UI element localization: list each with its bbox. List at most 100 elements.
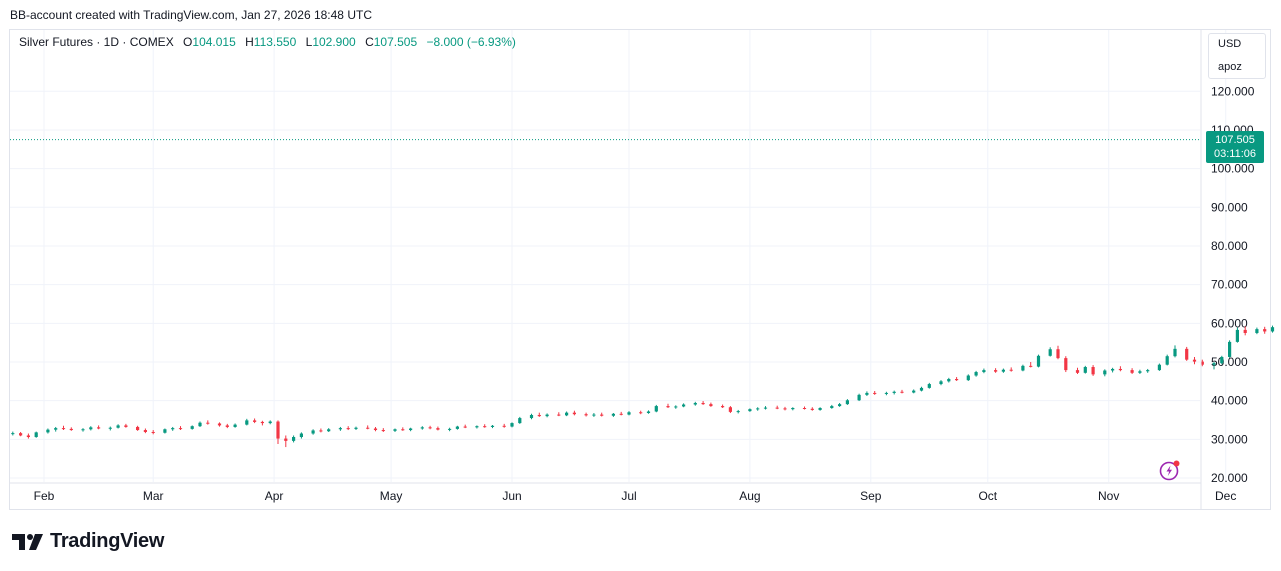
candle-body bbox=[830, 406, 834, 409]
grid-lines bbox=[10, 30, 1227, 482]
y-tick-label: 70.000 bbox=[1211, 278, 1248, 292]
candle-body bbox=[639, 412, 643, 414]
unit-label[interactable]: apoz bbox=[1218, 61, 1242, 73]
close-value: 107.505 bbox=[373, 35, 418, 49]
candle-body bbox=[428, 427, 432, 429]
candle-body bbox=[748, 409, 752, 412]
candle-body bbox=[1185, 348, 1189, 360]
candle-body bbox=[436, 428, 440, 430]
bar-countdown: 03:11:06 bbox=[1213, 148, 1256, 160]
candle-body bbox=[654, 406, 658, 412]
x-tick-label: Oct bbox=[978, 489, 997, 503]
candle-body bbox=[483, 426, 487, 428]
candle-body bbox=[1118, 368, 1122, 371]
high-label: H bbox=[245, 35, 254, 49]
candle-body bbox=[783, 408, 787, 410]
candle-body bbox=[206, 422, 210, 424]
tradingview-logo[interactable]: TradingView bbox=[12, 530, 164, 553]
candle-body bbox=[1200, 361, 1204, 365]
x-tick-label: Sep bbox=[860, 489, 882, 503]
candle-body bbox=[974, 372, 978, 376]
brand-name: TradingView bbox=[50, 530, 165, 552]
candle-body bbox=[1220, 356, 1224, 364]
x-tick-label: May bbox=[380, 489, 403, 503]
close-label: C bbox=[365, 35, 374, 49]
candle-body bbox=[939, 381, 943, 385]
candle-body bbox=[354, 427, 358, 429]
candle-body bbox=[502, 425, 506, 427]
candle-body bbox=[54, 428, 58, 430]
candle-body bbox=[1243, 329, 1247, 333]
candle-body bbox=[1192, 359, 1197, 362]
candle-body bbox=[409, 428, 413, 431]
candle-body bbox=[912, 390, 916, 393]
candle-body bbox=[1091, 367, 1095, 375]
candle-body bbox=[1263, 329, 1267, 332]
candle-body bbox=[163, 429, 167, 433]
candle-body bbox=[1165, 356, 1169, 365]
symbol-label[interactable]: Silver Futures · 1D · COMEX bbox=[19, 35, 174, 49]
candle-body bbox=[775, 407, 779, 409]
candle-body bbox=[838, 404, 842, 407]
candle-body bbox=[490, 425, 495, 427]
candle-body bbox=[845, 400, 849, 405]
candle-body bbox=[26, 435, 30, 438]
candle-body bbox=[1111, 368, 1115, 371]
candle-body bbox=[373, 428, 378, 431]
y-tick-label: 90.000 bbox=[1211, 200, 1248, 214]
open-label: O bbox=[183, 35, 193, 49]
candle-body bbox=[89, 427, 93, 430]
candle-body bbox=[268, 421, 272, 424]
candle-body bbox=[557, 414, 561, 416]
candle-body bbox=[728, 407, 732, 412]
candle-body bbox=[510, 423, 514, 427]
y-tick-label: 120.000 bbox=[1211, 84, 1255, 98]
currency-label[interactable]: USD bbox=[1218, 38, 1242, 50]
lightning-icon[interactable] bbox=[1159, 459, 1181, 481]
candle-body bbox=[420, 427, 424, 429]
chart-frame[interactable] bbox=[9, 29, 1271, 510]
candle-body bbox=[401, 429, 405, 431]
open-value: 104.015 bbox=[192, 35, 236, 49]
candle-body bbox=[475, 426, 479, 428]
candle-body bbox=[319, 430, 323, 432]
candle-body bbox=[865, 392, 869, 395]
x-tick-label: Feb bbox=[34, 489, 55, 503]
candle-body bbox=[217, 423, 222, 426]
candle-body bbox=[1064, 358, 1068, 371]
candle-body bbox=[994, 370, 998, 372]
watermark-header: BB-account created with TradingView.com,… bbox=[10, 8, 372, 22]
candle-body bbox=[1270, 327, 1275, 332]
candle-body bbox=[245, 420, 249, 425]
candle-body bbox=[284, 438, 288, 441]
candle-body bbox=[1021, 365, 1025, 371]
candle-body bbox=[116, 425, 120, 428]
candle-body bbox=[900, 391, 904, 393]
y-tick-label: 40.000 bbox=[1211, 394, 1248, 408]
candle-body bbox=[721, 406, 725, 408]
candle-body bbox=[299, 433, 303, 438]
candle-body bbox=[537, 414, 541, 417]
candle-body bbox=[518, 418, 522, 424]
candle-body bbox=[381, 430, 385, 432]
candle-body bbox=[592, 414, 596, 416]
candle-body bbox=[260, 421, 264, 424]
candle-body bbox=[1075, 370, 1080, 373]
candle-body bbox=[19, 433, 23, 436]
candle-body bbox=[198, 422, 202, 427]
candle-body bbox=[276, 421, 280, 439]
candle-body bbox=[600, 414, 604, 416]
candle-body bbox=[136, 426, 140, 431]
candle-body bbox=[982, 370, 986, 373]
candle-body bbox=[1036, 355, 1041, 367]
candle-body bbox=[818, 408, 822, 410]
candle-body bbox=[366, 427, 370, 429]
candle-body bbox=[545, 414, 549, 417]
currency-unit-selector[interactable]: USD apoz bbox=[1208, 33, 1266, 79]
candle-body bbox=[1157, 364, 1161, 371]
candle-body bbox=[61, 428, 66, 430]
x-tick-label: Dec bbox=[1215, 489, 1236, 503]
chart-legend: Silver Futures · 1D · COMEX O104.015 H11… bbox=[19, 35, 516, 49]
last-price-tag: 107.505 03:11:06 bbox=[1206, 131, 1264, 163]
